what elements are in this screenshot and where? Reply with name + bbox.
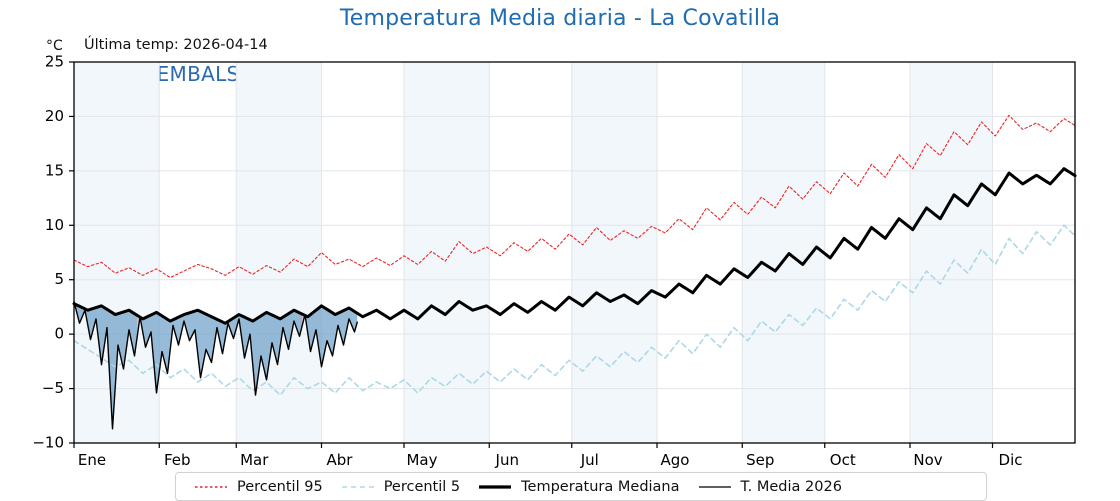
x-tick-label: Ago — [661, 451, 690, 469]
anomalia-fria — [140, 310, 303, 396]
month-band — [404, 62, 490, 443]
month-band — [74, 62, 160, 443]
y-tick-label: 20 — [45, 107, 64, 125]
legend-label-p95: Percentil 95 — [237, 478, 323, 495]
plot-frame — [73, 61, 1076, 444]
y-tick-label: 0 — [54, 325, 64, 343]
anomalia-fria — [305, 305, 358, 367]
median-swatch — [479, 484, 512, 489]
y-axis-unit-label: °C — [46, 38, 63, 54]
legend-label-p5: Percentil 5 — [383, 478, 461, 495]
y-tick-label: 10 — [45, 216, 64, 234]
current-swatch — [698, 485, 731, 488]
x-tick-label: Dic — [999, 451, 1023, 469]
x-tick-label: Ene — [78, 451, 106, 469]
series-line-t-media-2026 — [73, 300, 358, 430]
page-title: Temperatura Media diaria - La Covatilla — [339, 6, 781, 31]
legend-item-current-year[interactable]: T. Media 2026 — [680, 473, 842, 500]
p95-swatch — [195, 485, 227, 488]
last-temp-label: Última temp: 2026-04-14 — [84, 37, 268, 53]
x-tick-label: May — [406, 451, 437, 469]
month-band — [571, 62, 657, 443]
x-tick-label: Sep — [746, 451, 774, 469]
legend-label-current-year: T. Media 2026 — [740, 478, 842, 495]
x-tick-label: Nov — [913, 451, 942, 469]
legend-label-median: Temperatura Mediana — [521, 478, 680, 495]
legend-item-p95[interactable]: Percentil 95 — [176, 473, 323, 500]
y-tick-label: 15 — [45, 161, 64, 179]
y-tick-label: 5 — [54, 270, 64, 288]
legend-item-p5[interactable]: Percentil 5 — [323, 473, 460, 500]
p5-swatch — [341, 485, 374, 488]
y-tick-label: −5 — [42, 379, 64, 397]
x-tick-label: Abr — [327, 451, 354, 469]
series-line-percentil-5 — [73, 224, 1076, 396]
x-tick-label: Jul — [580, 451, 599, 469]
x-tick-label: Jun — [495, 451, 519, 469]
chart-legend: Percentil 95 Percentil 5 Temperatura Med… — [175, 472, 987, 501]
series-line-temperatura-mediana — [72, 167, 1077, 325]
x-tick-label: Feb — [164, 451, 191, 469]
x-tick-label: Oct — [830, 451, 856, 469]
legend-item-median[interactable]: Temperatura Mediana — [460, 473, 680, 500]
y-tick-label: −10 — [32, 434, 64, 452]
y-tick-label: 25 — [45, 53, 64, 71]
x-tick-label: Mar — [240, 451, 269, 469]
series-line-percentil-95 — [73, 114, 1076, 279]
month-band — [236, 62, 322, 443]
